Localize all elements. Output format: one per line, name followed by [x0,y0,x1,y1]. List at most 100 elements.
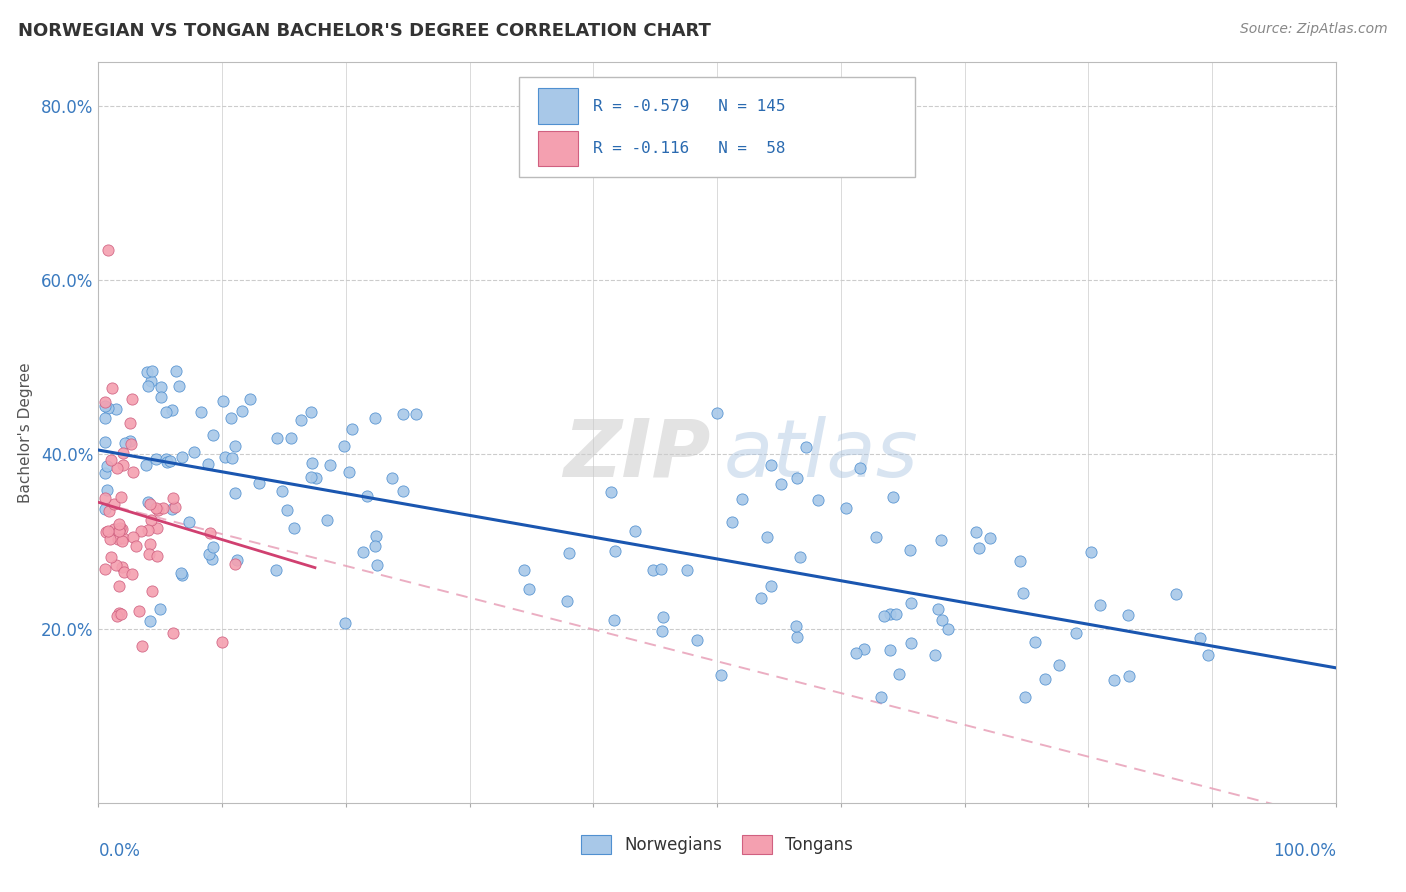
FancyBboxPatch shape [519,78,915,178]
Point [111,559,134,574]
Point [155,405,177,419]
Point [879,607,901,621]
Point [276,503,298,517]
Point [889,667,911,681]
Point [555,594,578,608]
Point [201,427,224,442]
Point [865,530,887,544]
Point [112,531,135,545]
Point [731,491,754,506]
Point [1104,673,1126,687]
Point [332,439,354,453]
Point [333,616,356,631]
Point [845,646,868,660]
Point [794,440,817,454]
Point [301,456,323,470]
Point [319,458,342,473]
Point [146,503,169,517]
Point [149,602,172,616]
Point [219,410,242,425]
Point [136,494,159,508]
Point [124,539,146,553]
Point [139,615,162,629]
Point [141,583,163,598]
Point [807,492,830,507]
Point [651,624,673,638]
Point [101,380,124,394]
Point [1080,544,1102,558]
Point [224,557,246,571]
Point [789,550,811,565]
Point [136,379,159,393]
Point [340,422,363,436]
Point [167,379,190,393]
Point [1188,631,1211,645]
Point [1166,587,1188,601]
Point [141,364,163,378]
Point [165,364,187,378]
Point [112,566,135,580]
Point [761,579,783,593]
Point [786,630,808,644]
Text: 100.0%: 100.0% [1272,842,1336,860]
Point [110,607,132,622]
Point [706,406,728,420]
Point [146,549,169,563]
Point [853,642,876,657]
Point [107,606,129,620]
Point [136,524,159,538]
Point [149,390,172,404]
Point [721,515,744,529]
Point [605,544,627,558]
Point [849,461,872,475]
FancyBboxPatch shape [537,88,578,124]
Point [884,607,907,621]
Point [900,596,922,610]
Text: R = -0.579   N = 145: R = -0.579 N = 145 [593,99,786,113]
Point [122,465,145,479]
Point [152,500,174,515]
Point [686,632,709,647]
Point [1014,690,1036,704]
Point [624,524,647,538]
Point [139,497,162,511]
Point [120,416,142,430]
Point [339,466,361,480]
Point [266,563,288,577]
Y-axis label: Bachelor's Degree: Bachelor's Degree [18,362,32,503]
Point [93,395,115,409]
Point [110,490,132,504]
Point [283,521,305,535]
Point [1118,607,1140,622]
Point [381,471,404,485]
Point [872,608,894,623]
Point [869,690,891,704]
Point [160,402,183,417]
Point [786,470,808,484]
Point [96,483,118,498]
Point [93,502,115,516]
Point [882,490,904,504]
Point [145,451,167,466]
Point [170,566,193,580]
Point [100,452,122,467]
Point [650,562,672,576]
Point [128,604,150,618]
Point [356,489,378,503]
Point [305,471,328,485]
Point [1012,586,1035,600]
Point [135,458,157,472]
Point [145,521,167,535]
Point [121,392,143,407]
Point [202,541,225,555]
Point [1024,634,1046,648]
Point [1033,672,1056,686]
Point [139,537,162,551]
FancyBboxPatch shape [537,130,578,166]
Point [299,470,322,484]
Point [266,431,288,445]
Legend: Norwegians, Tongans: Norwegians, Tongans [574,829,860,861]
Point [93,435,115,450]
Point [93,491,115,505]
Point [517,582,540,596]
